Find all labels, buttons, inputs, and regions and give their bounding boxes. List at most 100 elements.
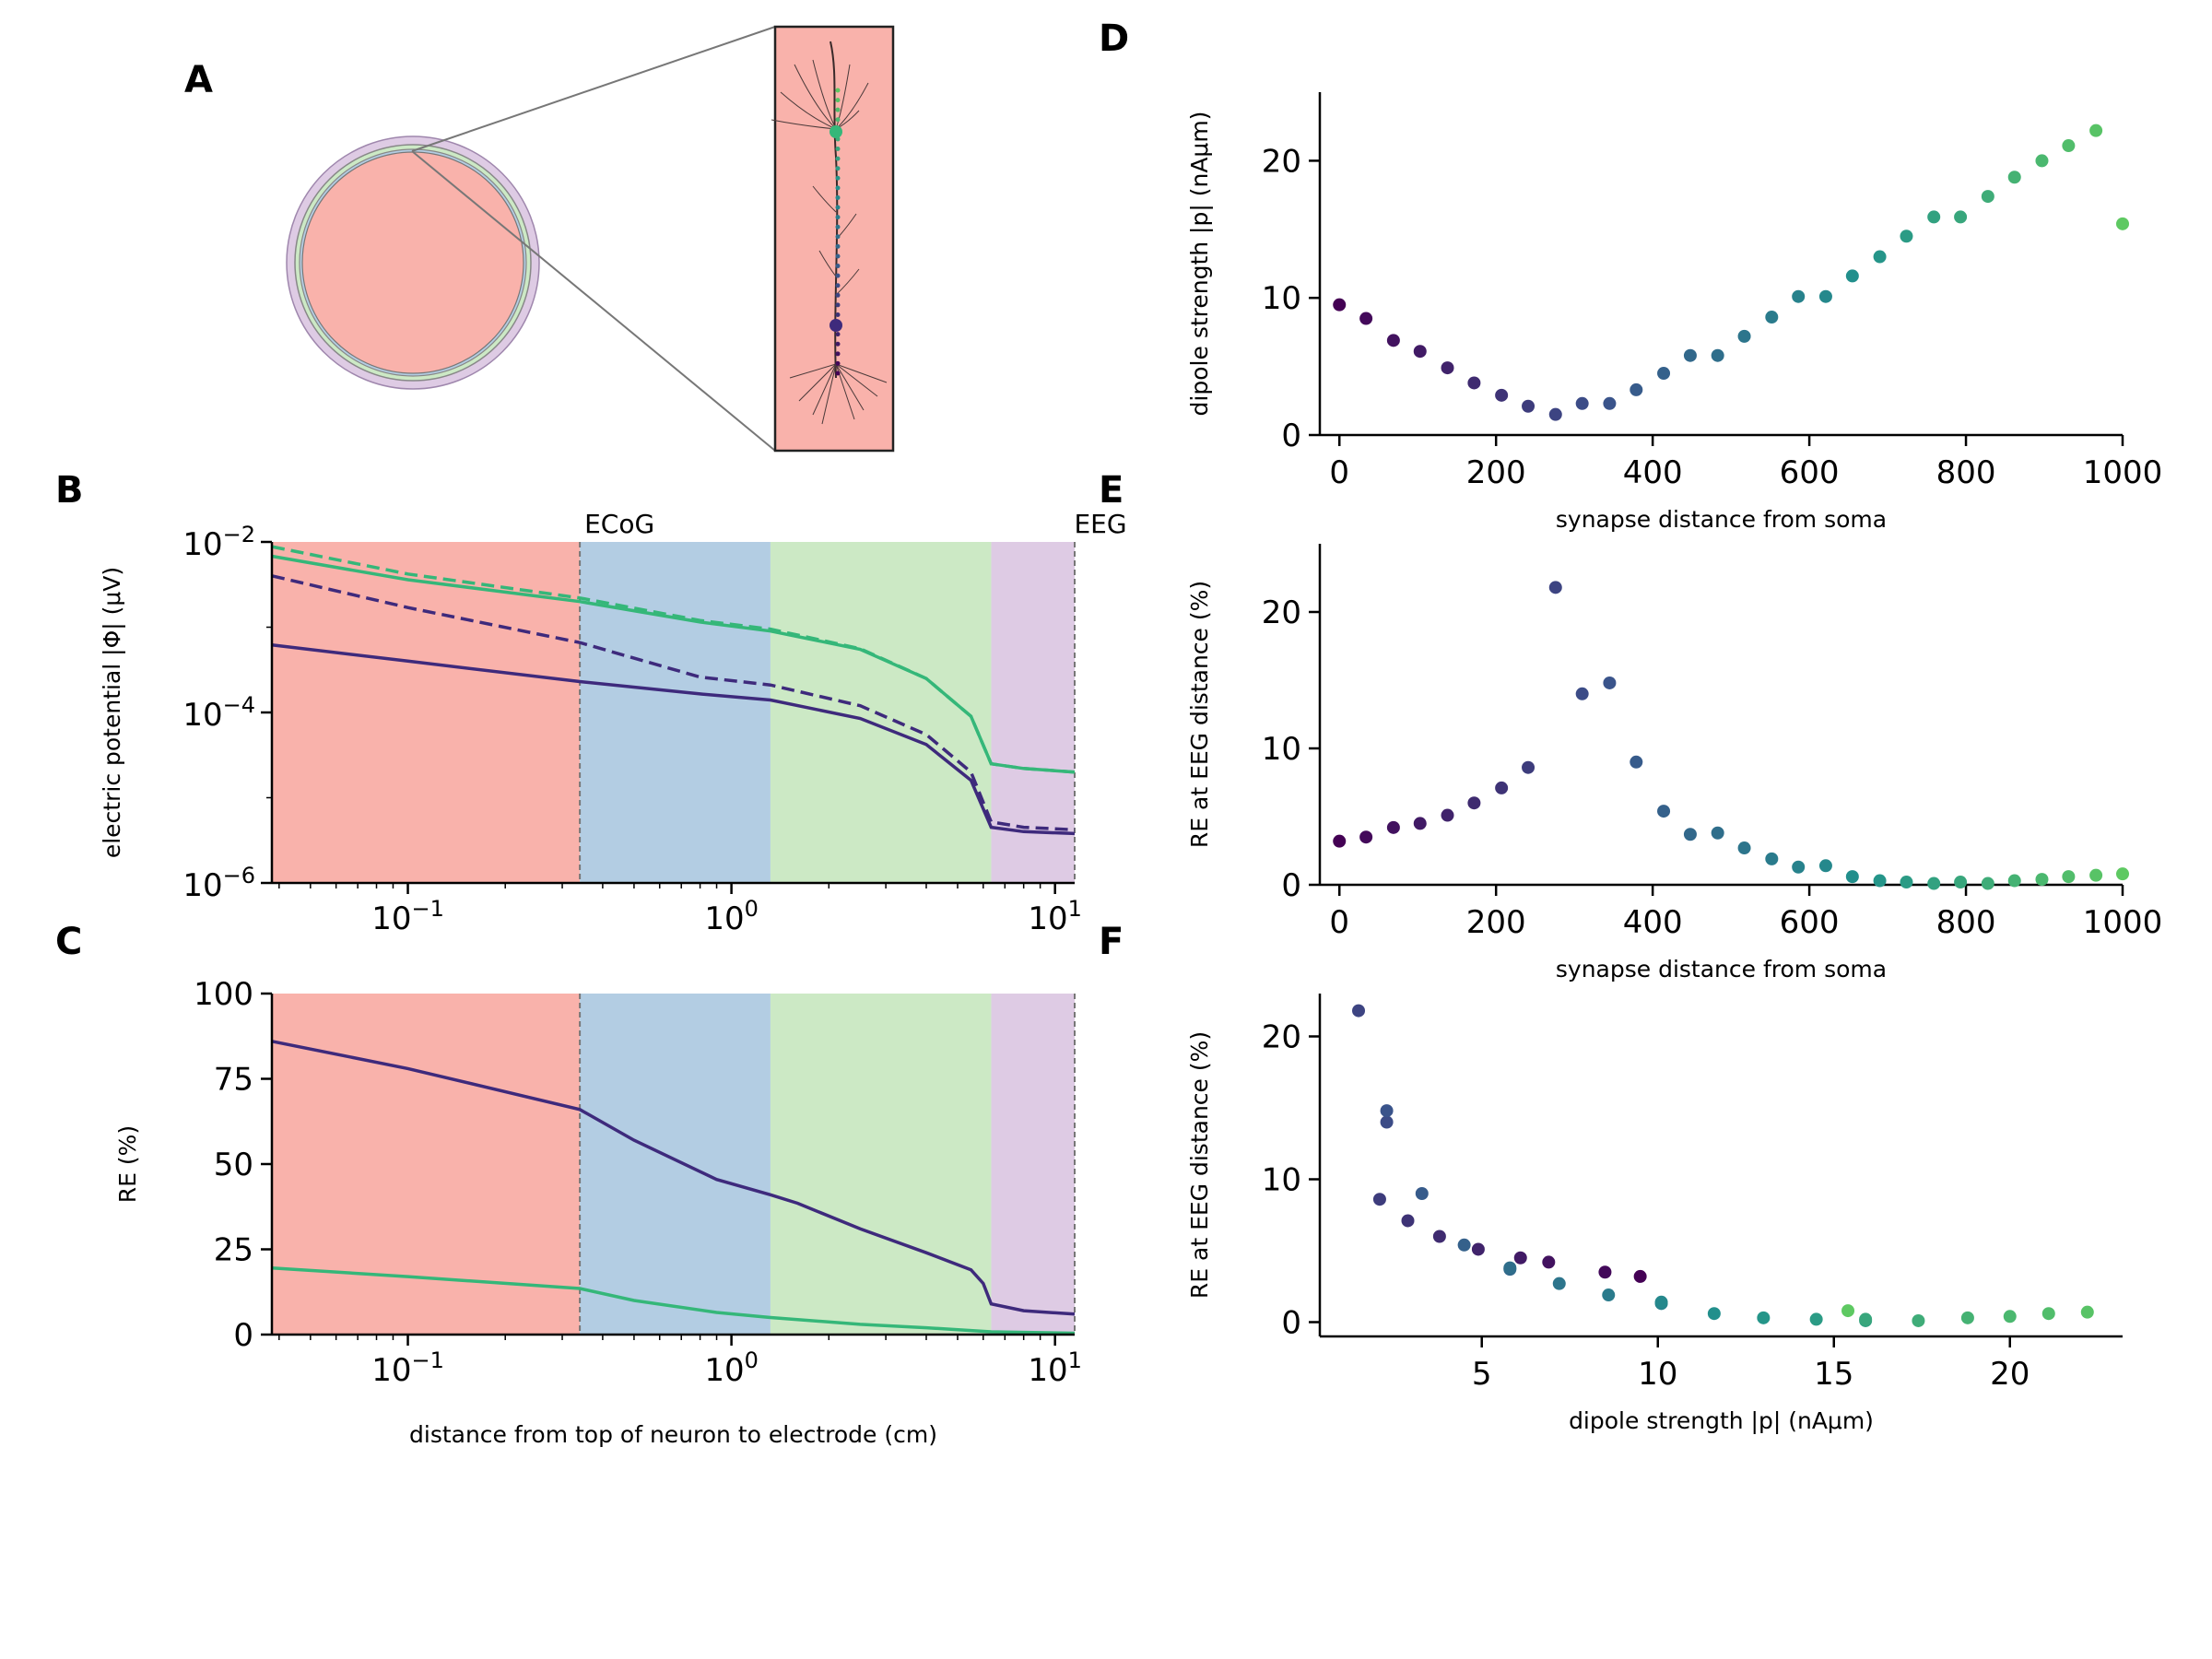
synapse-dot: [835, 98, 841, 103]
synapse-dot: [835, 234, 841, 240]
data-point: [1873, 250, 1887, 264]
basal-dendrite: [835, 363, 865, 411]
data-point: [1441, 808, 1454, 822]
brain-region: [272, 542, 581, 883]
data-point: [2116, 217, 2129, 230]
ecog-label: ECoG: [584, 509, 654, 539]
data-point: [1711, 348, 1724, 362]
synapse-dot: [835, 341, 841, 347]
y-tick-label: 75: [214, 1062, 253, 1099]
data-point: [1737, 841, 1751, 855]
x-tick-label: 100: [704, 1347, 759, 1389]
data-point: [2116, 867, 2129, 881]
data-point: [2007, 171, 2021, 184]
x-tick-label: 101: [1028, 896, 1082, 937]
data-point: [1818, 859, 1832, 873]
x-tick-label: 400: [1623, 904, 1683, 941]
y-tick-label: 0: [1281, 867, 1301, 904]
synapse-dot: [835, 283, 841, 288]
synapse-dot: [835, 351, 841, 357]
data-point: [1657, 805, 1671, 818]
data-point: [1413, 345, 1427, 359]
synapse-dot: [835, 224, 841, 229]
synapse-markers: [830, 88, 842, 376]
data-point: [1912, 1313, 1925, 1327]
series-line-1: [271, 554, 1076, 774]
data-point: [1711, 826, 1724, 840]
data-point: [2089, 124, 2103, 137]
data-point: [1845, 269, 1859, 283]
y-tick-label: 10: [1262, 1162, 1301, 1199]
data-point: [1960, 1311, 1974, 1324]
synapse-dot: [835, 107, 841, 112]
data-point: [1575, 687, 1589, 700]
potential-plot: 10−1 100 101 10−2 10−4 10−6 ECoG EEG electric po…: [99, 509, 1127, 937]
x-tick-label: 1000: [2083, 904, 2163, 941]
x-tick-label: 200: [1466, 904, 1526, 941]
data-point: [1927, 210, 1941, 224]
synapse-dot: [835, 273, 841, 278]
basal-dendrite: [835, 363, 878, 397]
dendrite-branch: [812, 59, 837, 130]
data-point: [1630, 755, 1643, 769]
x-tick-label: 400: [1623, 454, 1683, 491]
data-point: [1900, 876, 1913, 889]
data-point: [1359, 312, 1373, 325]
synapse-dot: [835, 302, 841, 308]
y-axis-label: RE at EEG distance (%): [1186, 1031, 1213, 1299]
data-point: [1602, 1288, 1616, 1302]
synapse-dot: [835, 175, 841, 181]
data-point: [1380, 1104, 1394, 1118]
data-point: [1981, 190, 1994, 204]
data-point: [1757, 1311, 1771, 1324]
oblique-dendrite: [812, 185, 837, 213]
panel-label-b: B: [55, 469, 84, 512]
oblique-dendrite: [818, 250, 837, 277]
data-point: [1552, 1277, 1566, 1290]
data-point: [1809, 1312, 1823, 1326]
data-point: [2035, 154, 2049, 168]
data-point: [1707, 1307, 1721, 1321]
x-tick-label: 15: [1814, 1356, 1853, 1393]
data-point: [1542, 1255, 1556, 1269]
data-point: [1575, 396, 1589, 410]
data-point: [1845, 870, 1859, 884]
y-tick-label: 10−2: [182, 522, 255, 563]
data-point: [1413, 817, 1427, 830]
synapse-dot: [835, 117, 841, 123]
data-point: [1380, 1115, 1394, 1129]
synapse-dot: [835, 253, 841, 259]
data-point: [1471, 1242, 1485, 1256]
data-point: [1352, 1004, 1366, 1018]
data-point: [1333, 298, 1347, 312]
y-tick-label: 20: [1262, 594, 1301, 631]
synapse-dot: [835, 205, 841, 210]
y-tick-label: 10−6: [182, 863, 255, 904]
data-point: [1603, 676, 1617, 689]
skull-region: [770, 994, 992, 1335]
data-point: [1359, 830, 1373, 844]
x-tick-label: 10−1: [371, 896, 444, 937]
zoom-line-top: [411, 26, 776, 152]
data-point: [1548, 581, 1562, 594]
data-point: [1630, 382, 1643, 396]
data-point: [1386, 334, 1400, 347]
y-tick-label: 10−4: [182, 692, 255, 734]
series-line-4: [271, 642, 1076, 836]
brain-region: [272, 994, 581, 1335]
y-tick-label: 25: [214, 1232, 253, 1269]
y-axis-label: dipole strength |p| (nAμm): [1186, 112, 1213, 417]
x-axis-label: synapse distance from soma: [1556, 506, 1887, 533]
data-point: [1818, 289, 1832, 303]
scalp-region: [991, 994, 1075, 1335]
data-point: [1765, 852, 1779, 865]
x-tick-label: 10: [1638, 1356, 1677, 1393]
synapse-dot: [835, 215, 841, 220]
x-axis-label: dipole strength |p| (nAμm): [1569, 1407, 1874, 1434]
synapse-dot: [835, 88, 841, 93]
data-point: [1432, 1230, 1446, 1243]
synapse-dot: [835, 194, 841, 200]
data-point: [1954, 876, 1968, 889]
data-point: [1522, 399, 1535, 413]
synapse-dot: [835, 156, 841, 161]
